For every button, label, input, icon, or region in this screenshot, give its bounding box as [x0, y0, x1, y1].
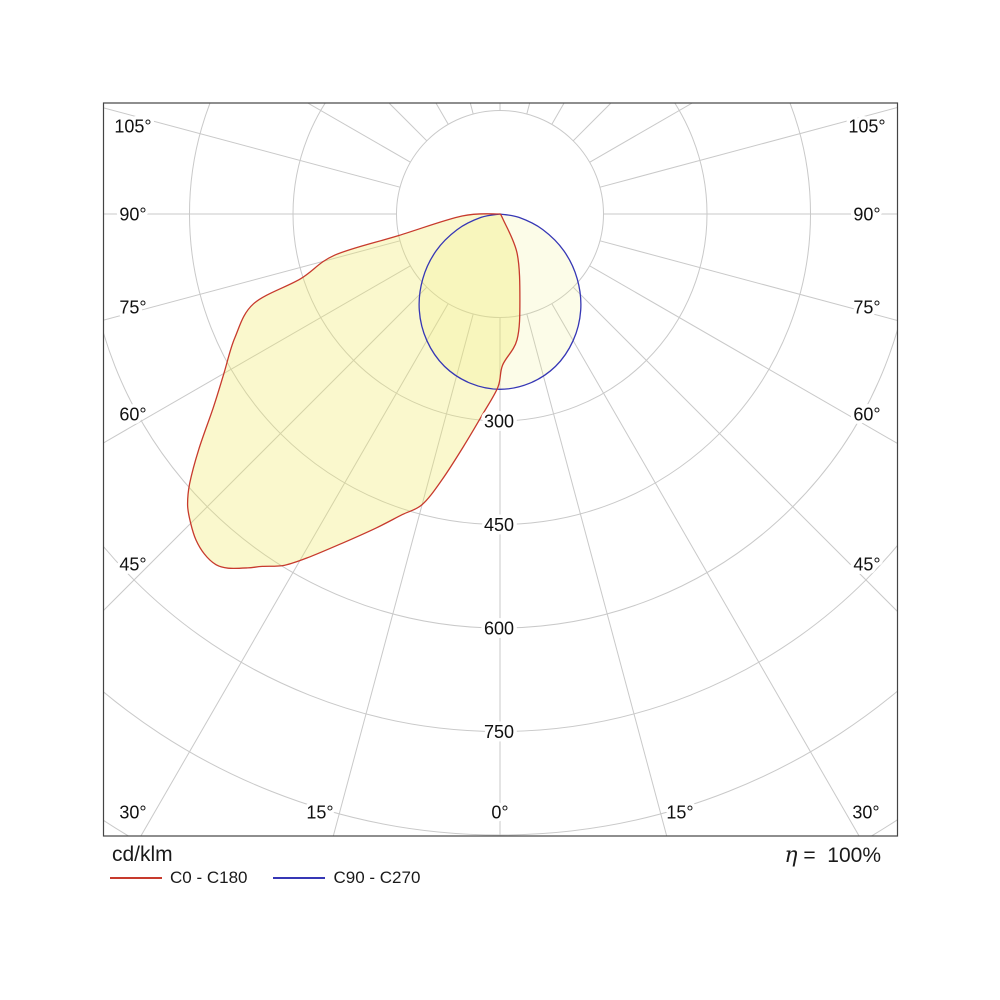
- angle-label-right: 60°: [853, 404, 880, 424]
- angle-label-right: 75°: [853, 297, 880, 317]
- angle-label-left: 45°: [119, 554, 146, 574]
- angle-label-bottom: 30°: [119, 802, 146, 822]
- angle-label-left: 60°: [119, 404, 146, 424]
- angle-label-bottom: 15°: [306, 802, 333, 822]
- angle-label-left: 105°: [114, 116, 151, 136]
- angle-label-right: 105°: [848, 116, 885, 136]
- radial-value-label: 450: [484, 515, 514, 535]
- angle-label-right: 90°: [853, 204, 880, 224]
- angle-label-right: 45°: [853, 554, 880, 574]
- polar-grid: [103, 103, 898, 836]
- angle-label-bottom: 0°: [491, 802, 508, 822]
- curve-fills: [187, 213, 581, 569]
- radial-value-label: 300: [484, 411, 514, 431]
- angle-label-bottom: 30°: [852, 802, 879, 822]
- radial-value-label: 600: [484, 618, 514, 638]
- angle-label-left: 90°: [119, 204, 146, 224]
- plot-border: [102, 102, 899, 837]
- radial-value-label: 750: [484, 722, 514, 742]
- angle-label-left: 75°: [119, 297, 146, 317]
- curve-c90-c270: [418, 213, 582, 390]
- curve-c0-c180: [186, 213, 521, 570]
- curve-lines: [186, 213, 582, 570]
- angle-label-bottom: 15°: [666, 802, 693, 822]
